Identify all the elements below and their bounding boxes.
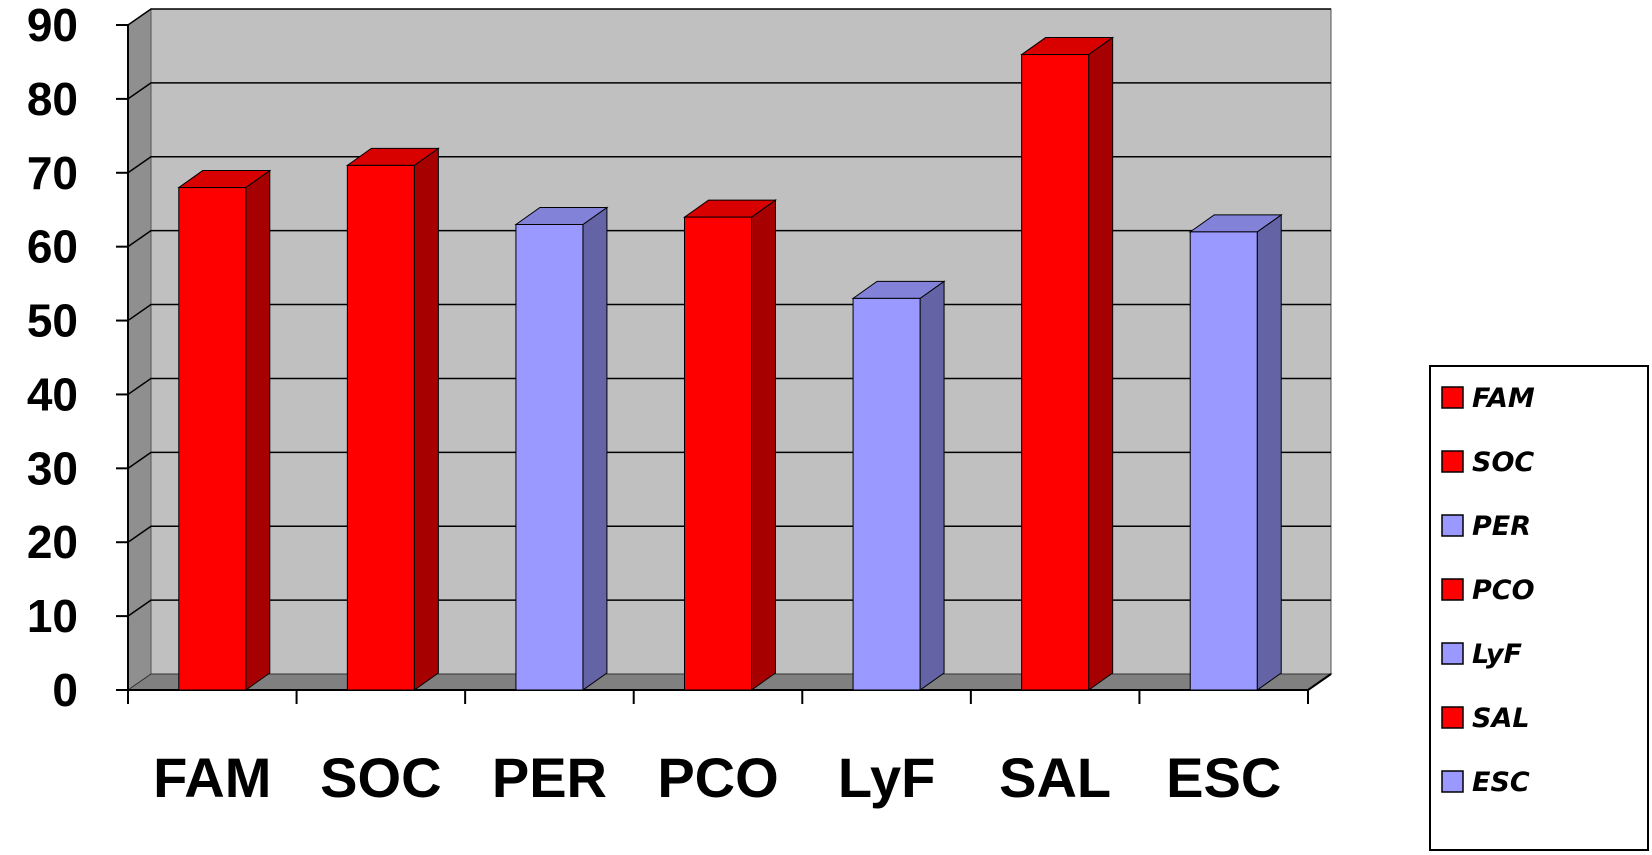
bar-side xyxy=(1088,36,1114,691)
x-tick-labels: FAM SOC PER PCO LyF SAL ESC xyxy=(153,746,1281,809)
gridline xyxy=(127,156,1331,174)
x-tick-label: PER xyxy=(492,746,607,809)
y-tick-label: 20 xyxy=(27,516,78,568)
bar-side xyxy=(582,206,608,691)
legend-swatch xyxy=(1441,642,1464,665)
bar-front xyxy=(346,164,415,691)
y-tick-label: 80 xyxy=(27,73,78,125)
legend-item: LyF xyxy=(1441,639,1522,670)
legend-label: PCO xyxy=(1472,575,1535,606)
bar-pco xyxy=(682,199,778,691)
legend-swatch xyxy=(1441,514,1464,537)
legend-label: PER xyxy=(1472,511,1531,542)
x-tick-label: LyF xyxy=(838,746,935,809)
legend-label: SOC xyxy=(1472,447,1534,478)
y-tick-labels: 0 10 20 30 40 50 60 70 80 90 xyxy=(27,0,78,716)
bar-front xyxy=(1189,231,1258,691)
legend-swatch xyxy=(1441,770,1464,793)
legend-label: LyF xyxy=(1472,639,1522,670)
bar-front xyxy=(1021,54,1090,691)
gridline xyxy=(127,229,1331,248)
legend-label: ESC xyxy=(1472,767,1530,798)
legend-box xyxy=(1429,365,1649,851)
y-tick-label: 70 xyxy=(27,147,78,199)
legend: FAM SOC PER PCO LyF SAL ESC xyxy=(1429,365,1649,851)
bar-side xyxy=(919,280,945,691)
legend-label: SAL xyxy=(1472,703,1530,734)
legend-item: PCO xyxy=(1441,575,1535,606)
x-tick-label: FAM xyxy=(153,746,271,809)
bar-soc xyxy=(345,147,440,691)
legend-item: PER xyxy=(1441,511,1531,542)
legend-swatch xyxy=(1441,450,1464,473)
bar-front xyxy=(684,216,752,691)
bar-front xyxy=(852,297,921,691)
bar-side xyxy=(1256,213,1282,691)
bar-lyf xyxy=(851,280,946,691)
legend-label: FAM xyxy=(1472,383,1535,414)
y-tick-label: 50 xyxy=(27,295,78,347)
gridline xyxy=(127,8,1331,26)
side-wall xyxy=(127,8,152,691)
bar-front xyxy=(178,187,247,691)
x-tick-label: PCO xyxy=(657,746,778,809)
bar-per xyxy=(514,206,609,691)
bar-front xyxy=(515,224,584,691)
legend-swatch xyxy=(1441,386,1464,409)
y-tick-label: 0 xyxy=(52,664,78,716)
x-tick-label: ESC xyxy=(1166,746,1281,809)
bar-side xyxy=(413,147,439,691)
y-tick-label: 30 xyxy=(27,442,78,494)
x-tick-label: SOC xyxy=(320,746,441,809)
legend-item: ESC xyxy=(1441,767,1530,798)
legend-swatch xyxy=(1441,578,1464,601)
bar-sal xyxy=(1020,36,1115,691)
bars xyxy=(177,36,1283,691)
y-tick-label: 90 xyxy=(27,0,78,51)
bar-esc xyxy=(1188,213,1283,691)
y-tick-label: 10 xyxy=(27,590,78,642)
x-tick-label: SAL xyxy=(999,746,1111,809)
x-axis-depth-line xyxy=(1307,673,1332,691)
legend-swatch xyxy=(1441,706,1464,729)
legend-item: SAL xyxy=(1441,703,1530,734)
y-tick-label: 40 xyxy=(27,368,78,420)
legend-item: FAM xyxy=(1441,383,1535,414)
y-tick-label: 60 xyxy=(27,221,78,273)
bar-side xyxy=(751,199,776,691)
bar-fam xyxy=(177,169,272,691)
legend-item: SOC xyxy=(1441,447,1534,478)
bar-side xyxy=(245,169,271,691)
gridline xyxy=(127,82,1331,100)
